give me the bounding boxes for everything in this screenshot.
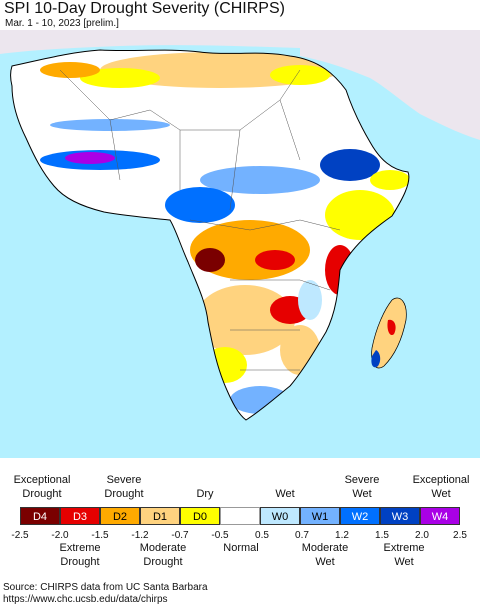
legend-tick: 2.5 <box>453 530 467 541</box>
legend-label-line: Wet <box>275 488 295 500</box>
legend-label-line: Wet <box>352 488 372 500</box>
legend-swatch-w4: W4 <box>420 507 460 525</box>
source-line: Source: CHIRPS data from UC Santa Barbar… <box>3 582 208 593</box>
legend-label-line: Wet <box>315 556 335 568</box>
legend-swatch-d4: D4 <box>20 507 60 525</box>
source-url: https://www.chc.ucsb.edu/data/chirps <box>3 594 168 605</box>
legend-swatch-w0: W0 <box>260 507 300 525</box>
legend-tick: -0.5 <box>211 530 229 541</box>
source-credit: Source: CHIRPS data from UC Santa Barbar… <box>3 582 208 606</box>
legend-tick: -0.7 <box>171 530 189 541</box>
legend-label-severe-wet: Severe Wet <box>345 473 380 501</box>
legend-label-line: Drought <box>104 488 144 500</box>
legend-label-moderate-wet: Moderate Wet <box>302 541 348 569</box>
legend-label-line: Normal <box>223 542 259 554</box>
country-borders <box>59 69 341 371</box>
legend-tick: -2.5 <box>11 530 29 541</box>
legend-label-line: Moderate <box>139 542 187 554</box>
map-title: SPI 10-Day Drought Severity (CHIRPS) <box>4 0 285 17</box>
europe-landmass <box>0 30 300 54</box>
legend-label-line: Extreme <box>383 542 425 554</box>
madagascar <box>371 297 407 369</box>
map-subtitle: Mar. 1 - 10, 2023 [prelim.] <box>5 18 119 29</box>
legend-label-extreme-drought: Extreme Drought <box>60 541 101 569</box>
middle-east-landmass <box>300 30 480 140</box>
legend-swatch-normal <box>220 507 260 525</box>
legend-label-line: Moderate <box>301 542 349 554</box>
legend-tick: 1.2 <box>335 530 349 541</box>
legend-tick: 1.5 <box>375 530 389 541</box>
legend-tick: -2.0 <box>51 530 69 541</box>
legend-label-moderate-drought: Moderate Drought <box>140 541 186 569</box>
legend-label-line: Wet <box>394 556 414 568</box>
legend-swatch-d1: D1 <box>140 507 180 525</box>
legend-label-line: Severe <box>106 474 142 486</box>
legend-swatch-d3: D3 <box>60 507 100 525</box>
legend-label-exceptional-wet: Exceptional Wet <box>413 473 470 501</box>
legend-label-extreme-wet: Extreme Wet <box>384 541 425 569</box>
legend-tick: -1.5 <box>91 530 109 541</box>
legend-label-line: Wet <box>431 488 451 500</box>
legend-label-line: Dry <box>196 488 214 500</box>
legend-swatch-d2: D2 <box>100 507 140 525</box>
legend-label-line: Drought <box>143 556 183 568</box>
legend-label-line: Extreme <box>59 542 101 554</box>
legend-tick: 0.5 <box>255 530 269 541</box>
legend-label-wet: Wet <box>275 487 294 501</box>
africa-drought-map <box>0 30 480 458</box>
legend-label-line: Exceptional <box>13 474 71 486</box>
legend-label-line: Drought <box>22 488 62 500</box>
legend-swatch-d0: D0 <box>180 507 220 525</box>
legend-label-severe-drought: Severe Drought <box>104 473 143 501</box>
legend-label-exceptional-drought: Exceptional Drought <box>14 473 71 501</box>
legend-tick: 2.0 <box>415 530 429 541</box>
legend-label-dry: Dry <box>196 487 213 501</box>
legend-label-line: Exceptional <box>412 474 470 486</box>
legend-label-normal: Normal <box>223 541 258 555</box>
legend-label-line: Drought <box>60 556 100 568</box>
legend-swatch-w1: W1 <box>300 507 340 525</box>
legend-tick: -1.2 <box>131 530 149 541</box>
legend-swatch-w2: W2 <box>340 507 380 525</box>
legend-swatch-w3: W3 <box>380 507 420 525</box>
legend-tick: 0.7 <box>295 530 309 541</box>
legend-label-line: Severe <box>344 474 380 486</box>
